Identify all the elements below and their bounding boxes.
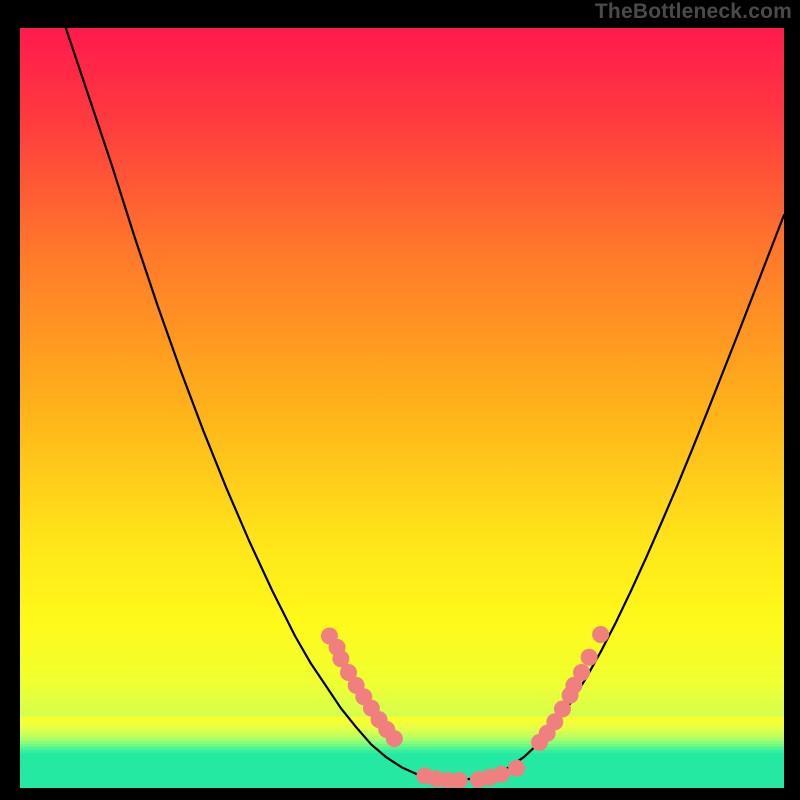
bottom-stripe <box>20 723 784 726</box>
marker-bottom <box>493 766 510 783</box>
bottom-stripe <box>20 732 784 735</box>
marker-right <box>573 664 590 681</box>
bottom-stripe <box>20 717 784 720</box>
marker-right <box>592 626 609 643</box>
marker-left <box>386 730 403 747</box>
chart-root: TheBottleneck.com <box>0 0 800 800</box>
bottom-stripe <box>20 729 784 732</box>
bottom-stripe <box>20 750 784 753</box>
bottom-stripe <box>20 753 784 788</box>
bottom-stripe <box>20 747 784 750</box>
bottom-stripe <box>20 720 784 723</box>
bottom-stripe <box>20 744 784 747</box>
bottom-stripe <box>20 726 784 729</box>
plot-svg <box>20 28 784 788</box>
attribution-label: TheBottleneck.com <box>595 0 792 24</box>
marker-bottom <box>508 760 525 777</box>
marker-right <box>581 649 598 666</box>
gradient-background <box>20 28 784 788</box>
plot-area <box>20 28 784 788</box>
